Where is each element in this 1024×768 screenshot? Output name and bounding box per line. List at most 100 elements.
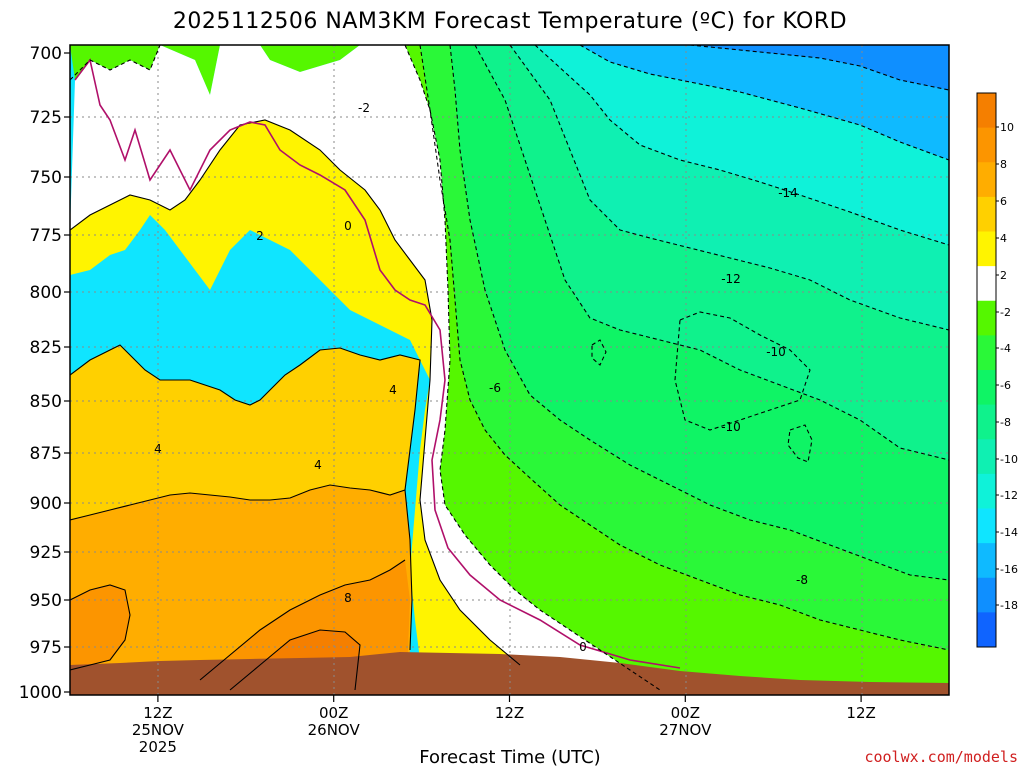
chart-title: 2025112506 NAM3KM Forecast Temperature (… bbox=[173, 9, 847, 34]
contour-label: -10 bbox=[766, 345, 786, 359]
y-tick-label: 700 bbox=[30, 44, 62, 64]
colorbar-label: 4 bbox=[1000, 232, 1007, 245]
band-minus14 bbox=[535, 45, 949, 245]
colorbar-swatch bbox=[977, 543, 996, 579]
y-tick-label: 750 bbox=[30, 168, 62, 188]
band-minus2-topleft bbox=[70, 45, 220, 95]
contour-minus6 bbox=[449, 45, 949, 581]
x-tick-label: 00Z bbox=[671, 704, 700, 722]
colorbar-swatch bbox=[977, 612, 996, 648]
y-tick-label: 800 bbox=[30, 283, 62, 303]
pressure-axis: 700 725 750 775 800 825 850 875 900 925 950 975 1000 bbox=[19, 44, 70, 703]
contour-minus4 bbox=[419, 45, 949, 651]
contour-6 bbox=[70, 484, 413, 651]
colorbar-label: -6 bbox=[1000, 379, 1011, 392]
colorbar: 10 8 6 4 2 -2 -4 -6 -8 -10 -12 -14 -16 -18 bbox=[976, 92, 1018, 648]
x-tick-label: 12Z bbox=[495, 704, 524, 722]
contour-label: -12 bbox=[721, 272, 741, 286]
contour-minus2 bbox=[70, 45, 161, 81]
x-tick-label: 25NOV bbox=[132, 721, 185, 739]
y-tick-label: 950 bbox=[30, 591, 62, 611]
gridlines bbox=[70, 45, 949, 695]
colorbar-swatch bbox=[977, 231, 996, 267]
band-2-to-4 bbox=[70, 120, 560, 695]
band-8-to-10 bbox=[70, 585, 130, 670]
colorbar-swatch bbox=[977, 335, 996, 371]
contour-minus10-cell bbox=[674, 311, 811, 431]
contour-label: 2 bbox=[256, 229, 264, 243]
colorbar-swatch bbox=[977, 127, 996, 163]
band-minus8 bbox=[450, 45, 949, 580]
y-tick-label: 1000 bbox=[19, 683, 62, 703]
contour-label: 0 bbox=[579, 640, 587, 654]
contour-0-freezing bbox=[74, 58, 681, 669]
colorbar-swatch bbox=[977, 196, 996, 232]
contour-label: 8 bbox=[344, 591, 352, 605]
y-tick-label: 900 bbox=[30, 494, 62, 514]
band-minus10 bbox=[475, 45, 949, 460]
contour-minus14 bbox=[579, 45, 949, 161]
y-tick-label: 925 bbox=[30, 543, 62, 563]
contour-label: -10 bbox=[721, 420, 741, 434]
contour-label: -8 bbox=[796, 573, 808, 587]
colorbar-label: 2 bbox=[1000, 269, 1007, 282]
x-axis-label: Forecast Time (UTC) bbox=[419, 747, 600, 768]
colorbar-swatch bbox=[977, 404, 996, 440]
colorbar-swatch bbox=[977, 439, 996, 475]
colorbar-label: -16 bbox=[1000, 563, 1018, 576]
colorbar-swatch bbox=[977, 577, 996, 613]
band-minus2-strip bbox=[260, 45, 360, 72]
contour-label: -2 bbox=[358, 101, 370, 115]
colorbar-label: 6 bbox=[1000, 195, 1007, 208]
y-tick-label: 825 bbox=[30, 338, 62, 358]
contour-labels: -2 2 0 4 4 4 8 -6 -14 -12 -10 -10 -8 0 bbox=[154, 101, 808, 654]
contour-10 bbox=[229, 629, 361, 691]
x-tick-label: 12Z bbox=[846, 704, 875, 722]
x-tick-label: 12Z bbox=[143, 704, 172, 722]
credit-text: coolwx.com/models bbox=[864, 748, 1018, 766]
colorbar-swatch bbox=[977, 162, 996, 198]
contour-minus10-dot bbox=[591, 339, 607, 366]
y-tick-label: 875 bbox=[30, 444, 62, 464]
colorbar-label: -4 bbox=[1000, 342, 1011, 355]
x-tick-label: 26NOV bbox=[308, 721, 361, 739]
contour-minus2b bbox=[404, 45, 661, 691]
colorbar-label: -14 bbox=[1000, 526, 1018, 539]
contour-lines bbox=[70, 45, 949, 691]
colorbar-label: 8 bbox=[1000, 158, 1007, 171]
band-minus6 bbox=[420, 45, 949, 650]
colorbar-swatch bbox=[977, 300, 996, 336]
y-tick-label: 850 bbox=[30, 392, 62, 412]
x-tick-label: 27NOV bbox=[659, 721, 712, 739]
colorbar-frame bbox=[976, 92, 997, 648]
y-tick-label: 775 bbox=[30, 226, 62, 246]
contour-8-left bbox=[70, 584, 131, 671]
colorbar-label: -18 bbox=[1000, 599, 1018, 612]
contour-label: 4 bbox=[389, 383, 397, 397]
contour-label: -6 bbox=[489, 381, 501, 395]
y-tick-label: 975 bbox=[30, 638, 62, 658]
contour-label: -14 bbox=[778, 186, 798, 200]
x-tick-label: 2025 bbox=[139, 738, 177, 756]
colorbar-label: 10 bbox=[1000, 121, 1014, 134]
contour-minus8 bbox=[474, 45, 949, 461]
contour-label: 4 bbox=[154, 442, 162, 456]
colorbar-swatch bbox=[977, 93, 996, 129]
band-minus18 bbox=[690, 45, 949, 90]
contour-minus16 bbox=[689, 45, 949, 91]
band-zero bbox=[70, 45, 700, 695]
y-tick-label: 725 bbox=[30, 108, 62, 128]
contour-8 bbox=[199, 559, 406, 681]
ground-fill bbox=[70, 652, 949, 695]
contour-minus10-island bbox=[787, 424, 813, 463]
colorbar-label: -12 bbox=[1000, 489, 1018, 502]
colorbar-swatch bbox=[977, 370, 996, 406]
contour-label: 0 bbox=[344, 219, 352, 233]
colorbar-label: -2 bbox=[1000, 306, 1011, 319]
contour-minus10 bbox=[509, 45, 949, 331]
contour-2 bbox=[70, 119, 521, 666]
colorbar-swatch bbox=[977, 266, 996, 302]
colorbar-swatch bbox=[977, 473, 996, 509]
